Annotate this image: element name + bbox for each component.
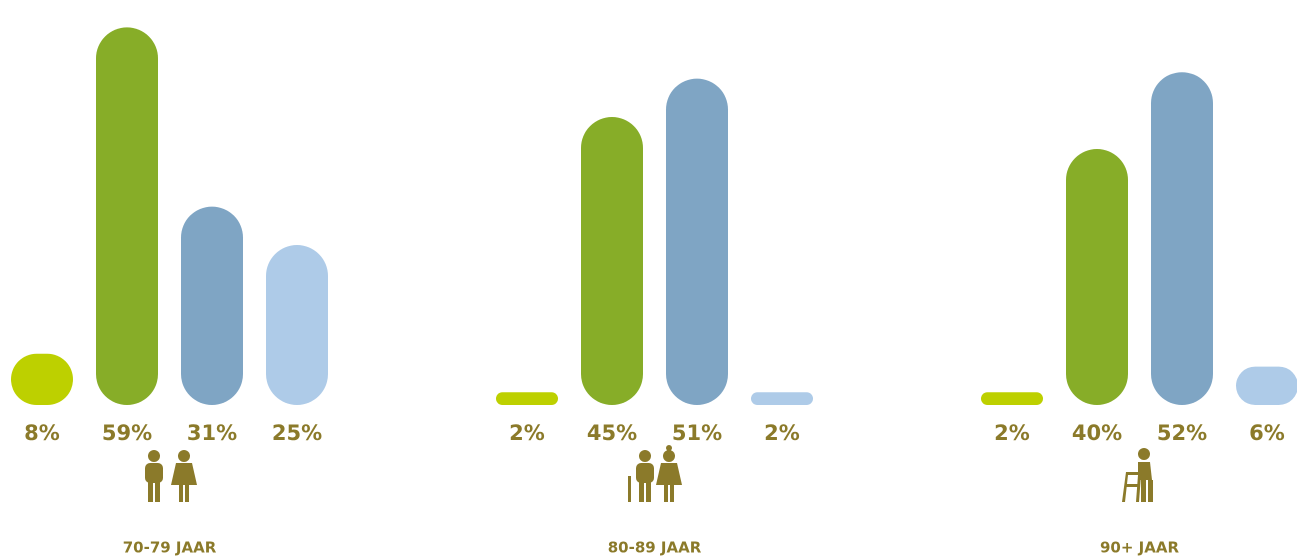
value-label: 2%	[764, 421, 800, 445]
bar	[1151, 72, 1213, 405]
bar	[96, 27, 158, 406]
value-label: 40%	[1072, 421, 1122, 445]
value-label: 51%	[672, 421, 722, 445]
value-label: 6%	[1249, 421, 1285, 445]
bar	[266, 245, 328, 405]
icon-walker	[1122, 448, 1153, 502]
bar	[496, 392, 558, 405]
bar	[581, 117, 643, 405]
icon-couple	[145, 450, 197, 502]
icon-elderly-couple	[628, 445, 682, 502]
bar	[1236, 366, 1297, 405]
value-label: 45%	[587, 421, 637, 445]
value-label: 59%	[102, 421, 152, 445]
value-label: 2%	[509, 421, 545, 445]
value-label: 25%	[272, 421, 322, 445]
value-label: 31%	[187, 421, 237, 445]
bar	[181, 206, 243, 405]
group-label: 90+ JAAR	[1100, 539, 1179, 557]
bar	[11, 353, 73, 405]
bar	[666, 78, 728, 405]
value-label: 2%	[994, 421, 1030, 445]
bar	[981, 392, 1043, 405]
group-label: 70-79 JAAR	[123, 539, 217, 557]
group-label: 80-89 JAAR	[608, 539, 702, 557]
bar	[1066, 149, 1128, 405]
value-label: 52%	[1157, 421, 1207, 445]
bar	[751, 392, 813, 405]
value-label: 8%	[24, 421, 60, 445]
